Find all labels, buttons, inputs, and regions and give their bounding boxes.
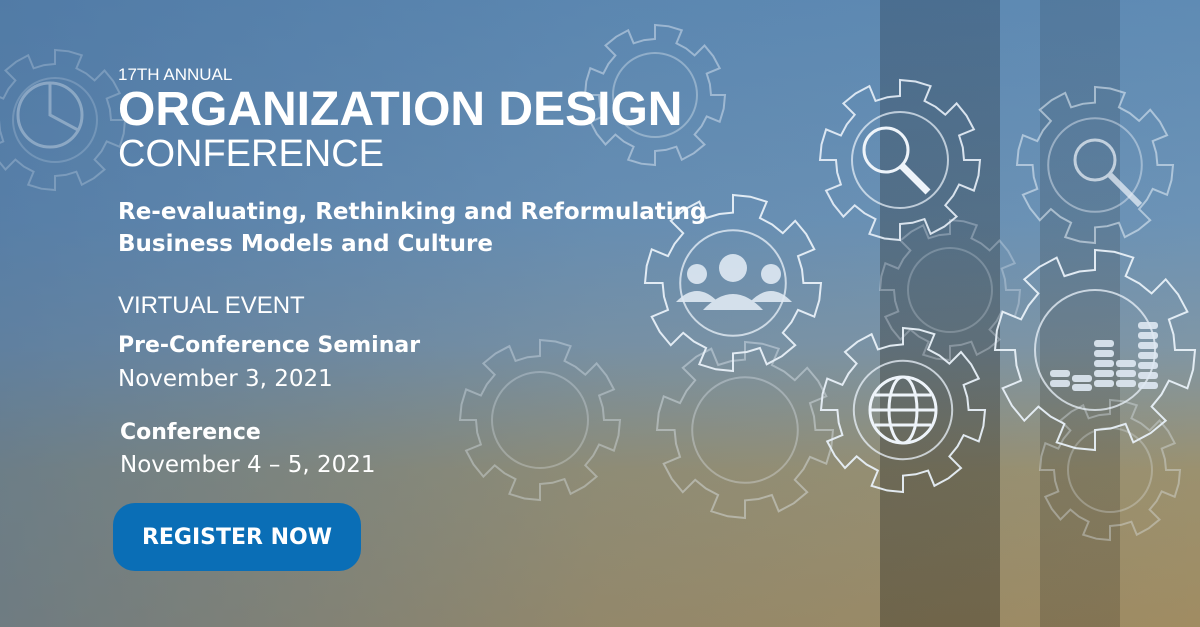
event-type: VIRTUAL EVENT (118, 292, 305, 319)
gear-inner-ring (1034, 289, 1156, 411)
gear-inner-ring (612, 52, 698, 138)
gear-inner-ring (491, 371, 589, 469)
subtitle-line-1: Re-evaluating, Rethinking and Reformulat… (118, 199, 707, 225)
gear-inner-ring (852, 359, 954, 461)
gear-inner-ring (12, 77, 98, 163)
pie-chart-icon (16, 81, 84, 149)
gear-inner-ring (679, 229, 787, 337)
title-line-2: CONFERENCE (118, 133, 385, 175)
gear-inner-ring (691, 376, 799, 484)
gear-inner-ring (1067, 427, 1153, 513)
globe-icon (868, 375, 938, 445)
gear-outline (0, 48, 127, 192)
annual-label: 17TH ANNUAL (118, 65, 233, 84)
gear-outline (583, 23, 727, 167)
gear-outline (655, 340, 835, 520)
gear-outline (1038, 398, 1182, 542)
gear-outline (878, 218, 1022, 362)
gear-inner-ring (851, 111, 949, 209)
magnifier-icon (1073, 138, 1143, 208)
conference-date: November 4 – 5, 2021 (120, 452, 376, 478)
gear-outline (643, 193, 823, 373)
gear-outline (818, 78, 982, 242)
gear-outline (993, 248, 1197, 452)
register-now-button[interactable]: REGISTER NOW (113, 503, 361, 571)
building-silhouette (880, 0, 1000, 627)
subtitle-line-2: Business Models and Culture (118, 231, 493, 257)
gear-outline (458, 338, 622, 502)
seminar-date: November 3, 2021 (118, 366, 333, 392)
magnifier-icon (862, 126, 931, 195)
conference-label: Conference (120, 420, 261, 445)
title-line-1: ORGANIZATION DESIGN (118, 83, 683, 136)
gear-inner-ring (1047, 117, 1143, 213)
gear-inner-ring (907, 247, 993, 333)
bar-chart-icon (1050, 322, 1158, 391)
gear-outline (819, 326, 987, 494)
people-icon (676, 254, 792, 310)
seminar-label: Pre-Conference Seminar (118, 333, 421, 358)
gear-outline (1015, 85, 1175, 245)
